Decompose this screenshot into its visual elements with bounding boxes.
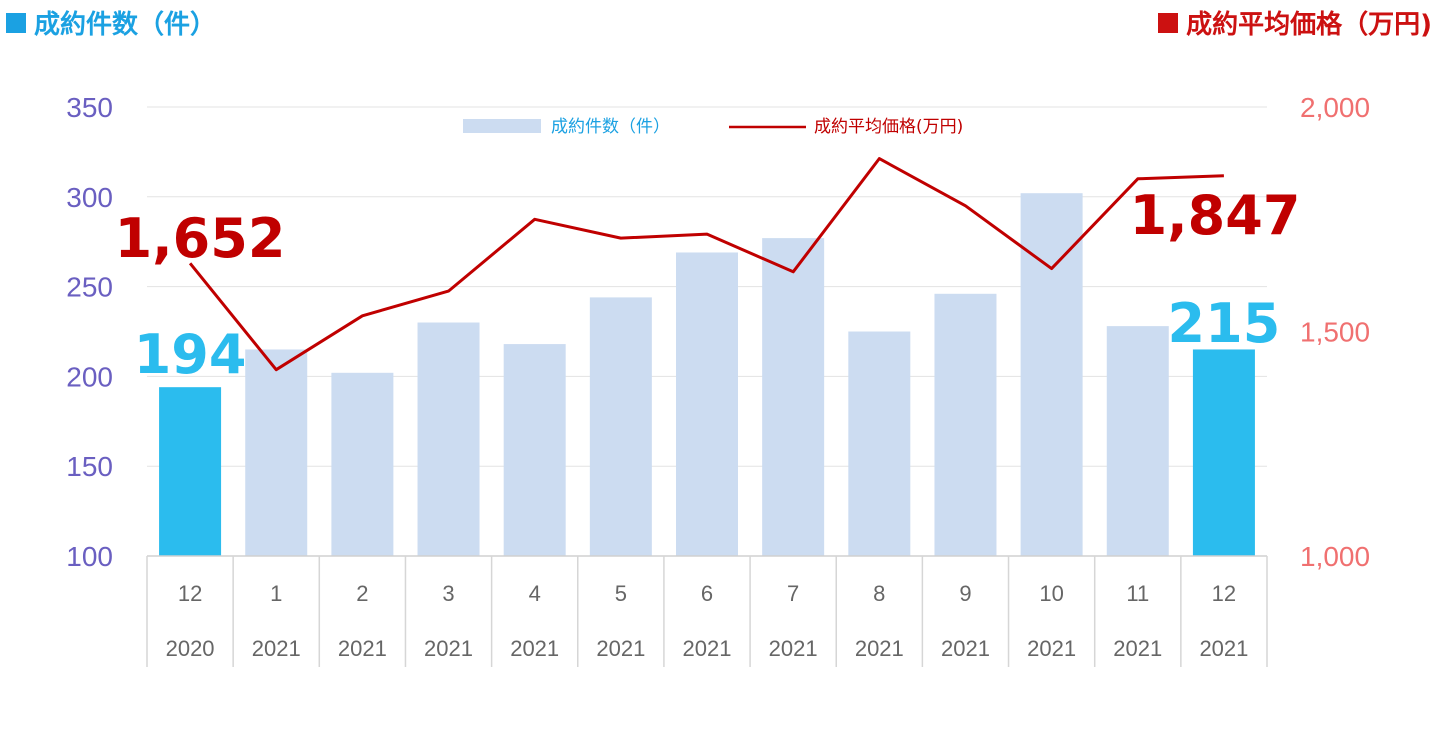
red-square-icon [1158, 12, 1179, 33]
right-tick-label: 1,000 [1300, 541, 1370, 572]
category-year-label: 2021 [769, 636, 818, 661]
bar [245, 349, 308, 556]
category-year-label: 2021 [1199, 636, 1248, 661]
legend-bar-label: 成約件数（件） [551, 117, 670, 137]
category-year-label: 2021 [941, 636, 990, 661]
category-month-label: 1 [270, 581, 282, 606]
right-axis-header: 成約平均価格（万円) [1158, 4, 1432, 41]
legend: 成約件数（件） 成約平均価格(万円) [463, 117, 963, 137]
bar [848, 331, 911, 556]
category-month-label: 3 [442, 581, 454, 606]
category-year-label: 2021 [510, 636, 559, 661]
category-month-label: 12 [1212, 581, 1236, 606]
axes: 100 150 200 250 300 350 1,000 1,500 2,000 [66, 92, 1370, 572]
bar [589, 297, 652, 556]
callout-line-last: 1,847 [1130, 184, 1301, 247]
category-month-label: 9 [959, 581, 971, 606]
legend-line-label: 成約平均価格(万円) [814, 117, 963, 137]
right-tick-label: 1,500 [1300, 317, 1370, 348]
bar [934, 293, 997, 556]
category-month-label: 12 [178, 581, 202, 606]
category-axis: 12 2020 1 2021 2 2021 3 2021 4 2021 5 2021 6 2021 7 202… [146, 555, 1268, 667]
left-tick-label: 300 [66, 182, 113, 213]
left-axis-header: 成約件数（件） [6, 4, 216, 41]
category-month-label: 5 [615, 581, 627, 606]
category-year-label: 2021 [596, 636, 645, 661]
bar [1192, 349, 1255, 556]
category-year-label: 2021 [1027, 636, 1076, 661]
category-year-label: 2021 [683, 636, 732, 661]
category-month-label: 6 [701, 581, 713, 606]
category-month-label: 11 [1126, 581, 1149, 606]
category-month-label: 2 [356, 581, 368, 606]
bar-series [159, 193, 1255, 556]
left-tick-label: 250 [66, 272, 113, 303]
line-series [188, 157, 1225, 372]
legend-bar-swatch [463, 119, 541, 133]
bar [331, 372, 394, 556]
category-month-label: 4 [529, 581, 541, 606]
left-tick-label: 150 [66, 451, 113, 482]
bar [762, 238, 825, 556]
bar [159, 387, 222, 556]
right-axis-header-text: 成約平均価格（万円) [1186, 10, 1432, 40]
callouts: 194 215 1,652 1,847 [115, 184, 1301, 386]
category-month-label: 10 [1039, 581, 1063, 606]
category-year-label: 2021 [1113, 636, 1162, 661]
bar [417, 322, 480, 556]
left-axis-header-text: 成約件数（件） [34, 10, 217, 40]
right-tick-label: 2,000 [1300, 92, 1370, 123]
bar [503, 344, 566, 556]
category-month-label: 8 [873, 581, 885, 606]
category-year-label: 2021 [424, 636, 473, 661]
category-year-label: 2021 [252, 636, 301, 661]
callout-line-first: 1,652 [115, 207, 286, 270]
category-year-label: 2020 [166, 636, 215, 661]
category-year-label: 2021 [338, 636, 387, 661]
left-tick-label: 350 [66, 92, 113, 123]
left-tick-label: 200 [66, 361, 113, 392]
category-month-label: 7 [787, 581, 799, 606]
blue-square-icon [6, 12, 26, 33]
bar [676, 252, 738, 556]
callout-bar-last: 215 [1168, 292, 1281, 355]
category-year-label: 2021 [855, 636, 904, 661]
bar [1106, 326, 1169, 556]
left-tick-label: 100 [66, 541, 113, 572]
callout-bar-first: 194 [134, 323, 247, 386]
